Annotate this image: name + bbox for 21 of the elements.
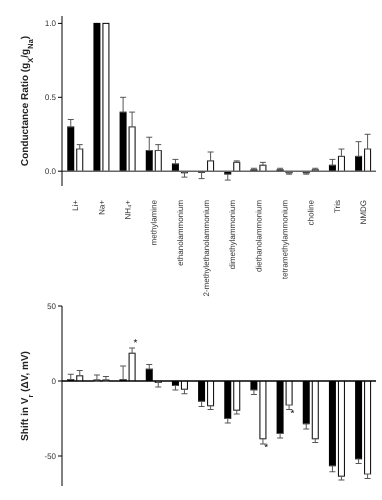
x-tick-label: Tris	[332, 200, 342, 214]
y-tick-label: 0	[52, 376, 57, 386]
y-tick-label: 0.5	[44, 93, 57, 102]
x-tick-label: choline	[306, 199, 316, 226]
y-tick-label: 0.0	[44, 167, 57, 176]
x-tick-label: methylamine	[149, 199, 158, 246]
annotation: *	[133, 338, 138, 349]
x-tick-label: ethanolammonium	[175, 200, 184, 266]
y-tick-label: 1.0	[44, 19, 57, 28]
y-tick-label: -50	[44, 452, 57, 461]
x-tick-label: Li+	[70, 200, 80, 211]
annotation: *	[264, 442, 268, 454]
x-tick-label: Na+	[96, 200, 106, 215]
x-tick-label: NMDG	[358, 200, 368, 224]
y-tick-label: 50	[47, 302, 57, 311]
annotation: *	[290, 408, 294, 420]
x-tick-label: tetramethylammonium	[280, 200, 289, 280]
x-tick-label: NH₄+	[122, 200, 132, 220]
x-tick-label: diethanolammonium	[254, 200, 263, 272]
x-tick-label: 2-methylethanolammonium	[201, 200, 210, 296]
x-tick-label: dimethylammonium	[228, 200, 237, 270]
